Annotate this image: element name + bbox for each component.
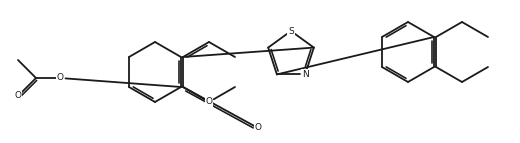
Text: S: S (288, 26, 294, 35)
Text: O: O (15, 92, 21, 101)
Text: O: O (205, 98, 213, 107)
Text: N: N (302, 70, 308, 79)
Text: O: O (254, 124, 262, 133)
Text: O: O (57, 74, 63, 83)
